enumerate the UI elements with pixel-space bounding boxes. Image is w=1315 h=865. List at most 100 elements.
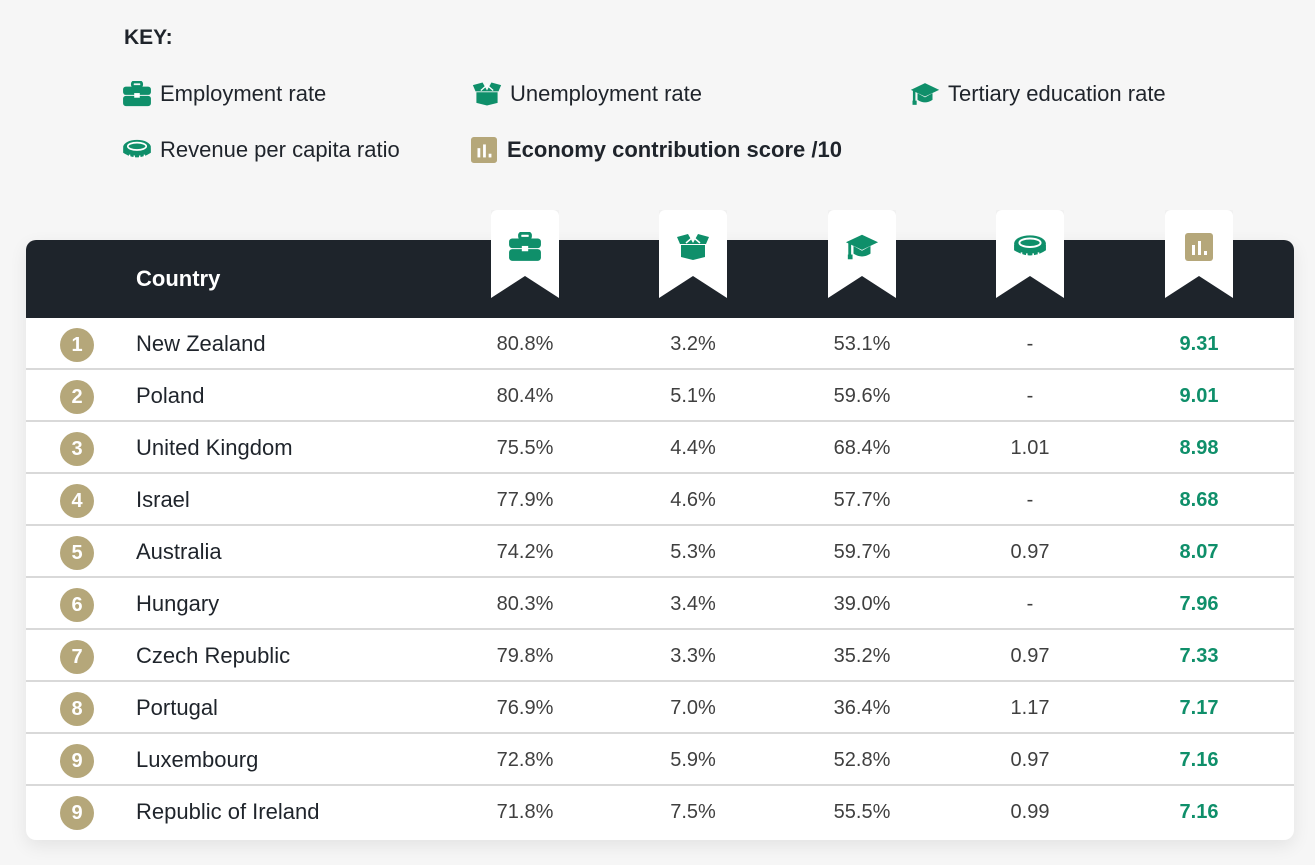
tertiary-cell: 35.2% (833, 645, 891, 667)
open-box-icon (676, 232, 710, 262)
country-name: Republic of Ireland (136, 799, 320, 824)
table-row: 1 New Zealand 80.8% 3.2% 53.1% - 9.31 (26, 318, 1294, 370)
rank-badge: 5 (60, 536, 94, 570)
revenue-cell: 1.01 (1010, 437, 1050, 459)
revenue-cell: - (1026, 385, 1034, 407)
country-name: Poland (136, 383, 205, 408)
coin-icon (1013, 232, 1047, 262)
key-title: KEY: (124, 26, 173, 49)
bar-chart-icon (1182, 232, 1216, 262)
unemployment-cell: 4.6% (670, 489, 716, 511)
unemployment-cell: 7.0% (670, 697, 716, 719)
country-name: Hungary (136, 591, 220, 616)
unemployment-cell: 5.9% (670, 749, 716, 771)
country-name: Czech Republic (136, 643, 291, 668)
table-row: 3 United Kingdom 75.5% 4.4% 68.4% 1.01 8.98 (26, 422, 1294, 474)
revenue-cell: - (1026, 593, 1034, 615)
table-row: 9 Luxembourg 72.8% 5.9% 52.8% 0.97 7.16 (26, 734, 1294, 786)
unemployment-cell: 4.4% (670, 437, 716, 459)
employment-cell: 80.4% (496, 385, 554, 407)
column-header-country: Country (136, 266, 221, 291)
score-cell: 7.33 (1179, 645, 1219, 667)
tertiary-cell: 57.7% (833, 489, 891, 511)
unemployment-cell: 7.5% (670, 801, 716, 823)
country-name: Luxembourg (136, 747, 259, 772)
graduation-cap-icon (910, 81, 940, 107)
revenue-cell: 0.97 (1010, 645, 1050, 667)
table-row: 2 Poland 80.4% 5.1% 59.6% - 9.01 (26, 370, 1294, 422)
employment-cell: 79.8% (496, 645, 554, 667)
score-cell: 9.01 (1179, 385, 1219, 407)
ranking-table: Country 1 New Zealand 80.8% 3.2% 53.1% - 9.31 2… (26, 210, 1294, 840)
score-cell: 7.16 (1179, 749, 1219, 771)
unemployment-cell: 5.1% (670, 385, 716, 407)
employment-cell: 71.8% (496, 801, 554, 823)
score-cell: 8.98 (1179, 437, 1219, 459)
rank-badge: 6 (60, 588, 94, 622)
key-label: Revenue per capita ratio (160, 137, 400, 162)
tertiary-cell: 39.0% (833, 593, 891, 615)
tertiary-cell: 55.5% (833, 801, 891, 823)
briefcase-icon (122, 81, 152, 107)
employment-cell: 76.9% (496, 697, 554, 719)
key-item-revenue: Revenue per capita ratio (122, 135, 400, 165)
employment-cell: 72.8% (496, 749, 554, 771)
employment-cell: 80.3% (496, 593, 554, 615)
rank-badge: 9 (60, 796, 94, 830)
unemployment-cell: 3.2% (670, 333, 716, 355)
revenue-cell: - (1026, 333, 1034, 355)
rank-badge: 9 (60, 744, 94, 778)
tertiary-cell: 36.4% (833, 697, 891, 719)
score-cell: 9.31 (1179, 333, 1219, 355)
key-item-employment: Employment rate (122, 79, 326, 109)
rank-badge: 3 (60, 432, 94, 466)
unemployment-cell: 3.4% (670, 593, 716, 615)
unemployment-cell: 5.3% (670, 541, 716, 563)
tertiary-cell: 52.8% (833, 749, 891, 771)
revenue-cell: 0.97 (1010, 541, 1050, 563)
key-label: Employment rate (160, 81, 327, 106)
table-row: 9 Republic of Ireland 71.8% 7.5% 55.5% 0.99 7.… (26, 786, 1294, 838)
open-box-icon (472, 81, 502, 107)
revenue-cell: 0.97 (1010, 749, 1050, 771)
country-name: United Kingdom (136, 435, 293, 460)
country-name: New Zealand (136, 331, 266, 356)
graduation-cap-icon (845, 232, 879, 262)
tertiary-cell: 68.4% (833, 437, 891, 459)
tertiary-cell: 59.7% (833, 541, 891, 563)
key-label: Economy contribution score /10 (507, 137, 842, 162)
tertiary-cell: 59.6% (833, 385, 891, 407)
table-row: 5 Australia 74.2% 5.3% 59.7% 0.97 8.07 (26, 526, 1294, 578)
rank-badge: 7 (60, 640, 94, 674)
score-cell: 8.07 (1179, 541, 1219, 563)
score-cell: 7.96 (1179, 593, 1219, 615)
rank-badge: 1 (60, 328, 94, 362)
revenue-cell: 1.17 (1010, 697, 1050, 719)
revenue-cell: - (1026, 489, 1034, 511)
country-name: Israel (136, 487, 190, 512)
rank-badge: 2 (60, 380, 94, 414)
rank-badge: 4 (60, 484, 94, 518)
tertiary-cell: 53.1% (833, 333, 891, 355)
bar-chart-icon (469, 137, 499, 163)
employment-cell: 77.9% (496, 489, 554, 511)
score-cell: 8.68 (1179, 489, 1219, 511)
score-cell: 7.17 (1179, 697, 1219, 719)
employment-cell: 80.8% (496, 333, 554, 355)
table-row: 4 Israel 77.9% 4.6% 57.7% - 8.68 (26, 474, 1294, 526)
table-row: 7 Czech Republic 79.8% 3.3% 35.2% 0.97 7.33 (26, 630, 1294, 682)
employment-cell: 75.5% (496, 437, 554, 459)
coin-icon (122, 137, 152, 163)
table-row: 8 Portugal 76.9% 7.0% 36.4% 1.17 7.17 (26, 682, 1294, 734)
table-row: 6 Hungary 80.3% 3.4% 39.0% - 7.96 (26, 578, 1294, 630)
score-cell: 7.16 (1179, 801, 1219, 823)
rank-badge: 8 (60, 692, 94, 726)
briefcase-icon (508, 232, 542, 262)
key-label: Unemployment rate (510, 81, 702, 106)
unemployment-cell: 3.3% (670, 645, 716, 667)
key-label: Tertiary education rate (948, 81, 1166, 106)
key-item-unemployment: Unemployment rate (472, 79, 702, 109)
revenue-cell: 0.99 (1010, 801, 1050, 823)
employment-cell: 74.2% (496, 541, 554, 563)
country-name: Portugal (136, 695, 218, 720)
